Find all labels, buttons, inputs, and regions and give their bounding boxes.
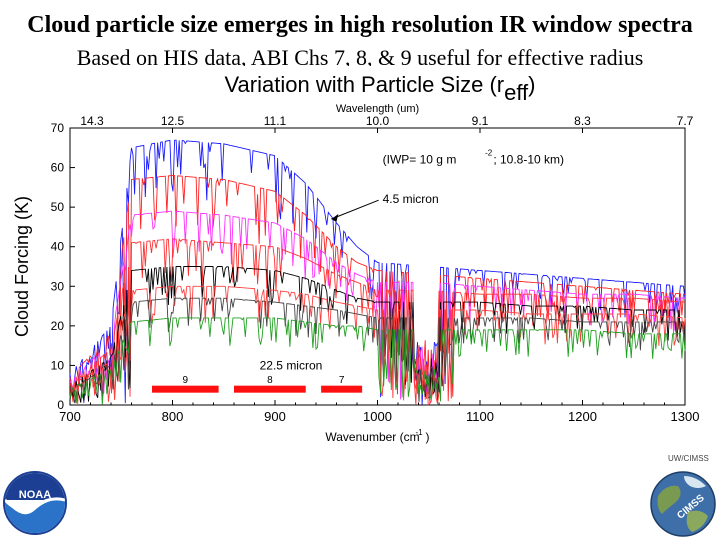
annotation-arrow-head bbox=[331, 214, 339, 223]
x-tick-label: 1200 bbox=[568, 409, 597, 424]
chart-title-subscript: eff bbox=[504, 80, 529, 105]
abi-channel-label: 9 bbox=[183, 375, 189, 386]
chart-title: Variation with Particle Size (reff) bbox=[160, 72, 600, 105]
y-tick-label: 50 bbox=[51, 200, 65, 214]
abi-channel-bar-2 bbox=[321, 385, 363, 393]
y-tick-label: 0 bbox=[57, 398, 64, 412]
top-tick-label: 8.3 bbox=[574, 114, 591, 128]
abi-channel-bar-1 bbox=[234, 385, 306, 393]
cloud-forcing-chart: 700 800 900 1000 1100 1200 1300 0 10 20 30 40 50 60 70… bbox=[12, 103, 699, 444]
cimss-globe-logo: CIMSS bbox=[650, 471, 716, 537]
plot-area: 700 800 900 1000 1100 1200 1300 0 10 20 30 40 50 60 70… bbox=[12, 103, 699, 444]
chart-title-close: ) bbox=[528, 72, 536, 97]
iwp-annotation: (IWP= 10 g m bbox=[383, 153, 457, 167]
x-tick-label: 800 bbox=[162, 409, 184, 424]
x-axis-label-sup: -1 bbox=[416, 428, 424, 437]
abi-channel-bar-0 bbox=[152, 385, 219, 393]
top-tick-label: 12.5 bbox=[161, 114, 185, 128]
series-line-5 bbox=[69, 285, 686, 406]
size-annotation-1: 22.5 micron bbox=[260, 358, 323, 372]
y-tick-label: 60 bbox=[51, 161, 65, 175]
y-tick-label: 70 bbox=[51, 121, 65, 135]
top-axis-label: Wavelength (um) bbox=[336, 103, 419, 115]
series-line-4 bbox=[69, 266, 686, 403]
plot-frame bbox=[69, 127, 686, 406]
x-tick-label: 1100 bbox=[466, 409, 494, 424]
x-axis-label: Wavenumber (cm bbox=[325, 430, 419, 444]
slide-headline: Cloud particle size emerges in high reso… bbox=[27, 12, 693, 38]
abi-channel-label: 7 bbox=[339, 375, 345, 386]
y-axis-label: Cloud Forcing (K) bbox=[12, 196, 32, 337]
annotation-arrow-line bbox=[331, 199, 379, 220]
x-tick-label: 700 bbox=[59, 409, 81, 424]
top-tick-label: 7.7 bbox=[677, 114, 694, 128]
iwp-annotation-sup: -2 bbox=[485, 149, 493, 158]
y-tick-label: 20 bbox=[51, 319, 65, 333]
series-line-3 bbox=[69, 238, 686, 405]
uw-cimss-label: UW/CIMSS bbox=[668, 454, 709, 463]
iwp-annotation-rest: ; 10.8-10 km) bbox=[493, 153, 564, 167]
x-tick-label: 1300 bbox=[671, 409, 700, 424]
y-tick-label: 10 bbox=[51, 358, 65, 372]
noaa-logo-text: NOAA bbox=[19, 489, 51, 501]
top-tick-label: 14.3 bbox=[80, 114, 104, 128]
abi-channel-label: 8 bbox=[267, 375, 273, 386]
y-tick-label: 30 bbox=[51, 279, 65, 293]
chart-title-main: Variation with Particle Size (r bbox=[224, 72, 505, 97]
y-tick-label: 40 bbox=[51, 240, 65, 254]
top-tick-label: 9.1 bbox=[472, 114, 489, 128]
noaa-logo: NOAA bbox=[3, 471, 67, 535]
size-annotation-0: 4.5 micron bbox=[383, 192, 439, 206]
slide-subline: Based on HIS data, ABI Chs 7, 8, & 9 use… bbox=[76, 45, 644, 66]
x-axis-label-close: ) bbox=[426, 430, 430, 444]
series-line-7 bbox=[69, 316, 686, 405]
x-tick-label: 1000 bbox=[363, 409, 392, 424]
series-line-0 bbox=[69, 139, 686, 405]
series-line-6 bbox=[69, 297, 686, 404]
top-tick-label: 11.1 bbox=[264, 114, 287, 128]
top-tick-label: 10.0 bbox=[366, 114, 390, 128]
series-line-1 bbox=[69, 175, 686, 404]
x-tick-label: 900 bbox=[264, 409, 286, 424]
